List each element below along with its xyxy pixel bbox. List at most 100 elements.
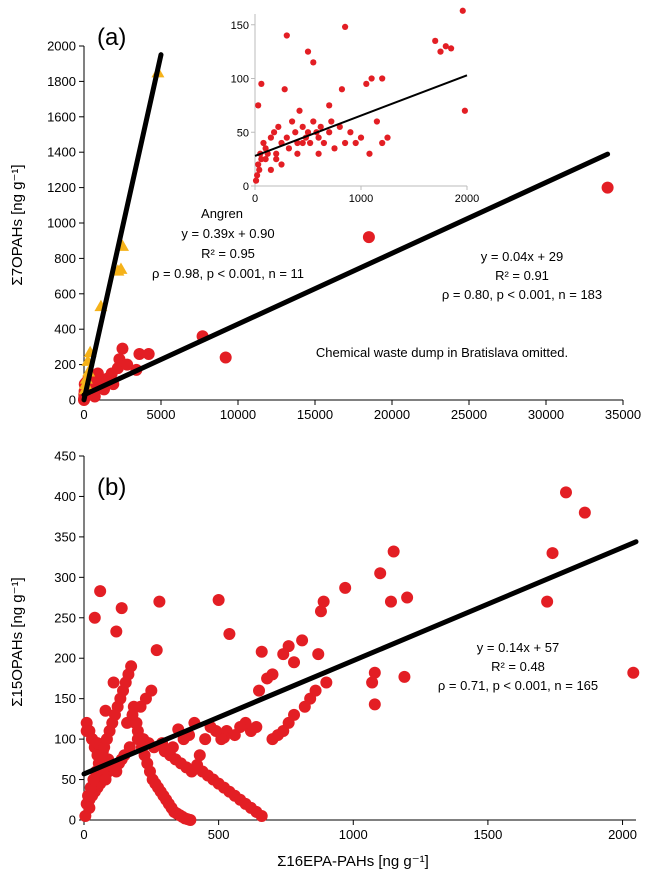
panel-b-x-tick-label: 500 bbox=[208, 827, 230, 842]
panel-b-data-point bbox=[398, 670, 411, 683]
inset-x-tick-label: 1000 bbox=[349, 193, 373, 205]
panel-b-data-point bbox=[317, 595, 330, 608]
inset-data-point bbox=[326, 102, 333, 109]
panel-b-data-point bbox=[212, 593, 225, 606]
inset-data-point bbox=[285, 145, 293, 152]
inset-data-point bbox=[310, 59, 317, 66]
panel-a-data-point bbox=[362, 231, 375, 244]
inset-data-point bbox=[328, 118, 335, 125]
panel-a-data-point bbox=[116, 342, 129, 355]
inset-data-point bbox=[432, 37, 439, 44]
panel-a-x-ticks: 0 5000 10000 15000 20000 25000 30000 35000 bbox=[80, 400, 641, 422]
inset-y-tick-label: 100 bbox=[231, 74, 249, 86]
inset-data-point bbox=[294, 139, 301, 147]
inset-data-point bbox=[270, 129, 278, 136]
panel-b-data-point bbox=[339, 581, 352, 594]
inset-data-point bbox=[310, 118, 317, 125]
inset-trend-line bbox=[254, 74, 468, 157]
panel-b-data-point bbox=[401, 591, 414, 604]
main-annotation-r2: R² = 0.91 bbox=[495, 268, 549, 283]
panel-b-data-point bbox=[261, 672, 274, 685]
panel-b-data-point bbox=[277, 648, 290, 661]
inset-ticks: 0 50 100 150 0 1000 2000 bbox=[231, 20, 480, 205]
inset-data-point bbox=[294, 150, 301, 157]
panel-b-data-point bbox=[255, 809, 268, 822]
panel-b-y-tick-label: 50 bbox=[62, 772, 76, 787]
panel-b-x-tick-label: 1000 bbox=[339, 827, 368, 842]
inset-y-tick-label: 0 bbox=[243, 181, 249, 193]
panel-b-data-point bbox=[193, 749, 206, 762]
inset-data-point bbox=[262, 145, 269, 152]
inset-data-point bbox=[442, 43, 449, 50]
panel-b-data-point bbox=[99, 773, 112, 786]
inset-data-point bbox=[267, 134, 274, 141]
panel-a-y-tick-label: 0 bbox=[69, 393, 76, 408]
panel-b-data-point bbox=[366, 676, 379, 689]
panel-b-x-tick-label: 2000 bbox=[608, 827, 637, 842]
main-trend-line bbox=[81, 151, 611, 398]
panel-b-data-point bbox=[88, 611, 101, 624]
panel-b-data-point bbox=[374, 567, 387, 580]
panel-b-data-point bbox=[153, 595, 166, 608]
panel-a-data-point bbox=[133, 347, 146, 360]
panel-a-y-tick-label: 400 bbox=[54, 322, 76, 337]
panel-a-data-point bbox=[601, 181, 614, 194]
inset-data-point bbox=[315, 150, 322, 157]
panel-b-y-tick-label: 100 bbox=[54, 732, 76, 747]
inset-data-point bbox=[304, 48, 312, 55]
panel-b: (b) 0 50 100 150 200 250 300 350 400 450 0 500 1000… bbox=[9, 449, 640, 870]
inset-data-point bbox=[289, 118, 296, 125]
panel-b-data-point bbox=[288, 656, 301, 669]
panel-a-y-tick-label: 600 bbox=[54, 286, 76, 301]
angren-annotation: Angren y = 0.39x + 0.90 R² = 0.95 ρ = 0.… bbox=[152, 206, 304, 281]
panel-b-data-point bbox=[94, 585, 107, 598]
inset-data-point bbox=[258, 156, 265, 163]
inset-data-point bbox=[260, 139, 267, 147]
panel-a-data-point bbox=[121, 358, 134, 371]
angren-annotation-r2: R² = 0.95 bbox=[201, 246, 255, 261]
inset-data-point bbox=[320, 139, 327, 147]
inset-data-point bbox=[255, 102, 262, 109]
panel-b-data-point bbox=[127, 700, 140, 713]
inset-data-point bbox=[437, 48, 444, 55]
panel-b-data-point bbox=[150, 644, 163, 657]
panel-b-data-point bbox=[559, 486, 572, 499]
panel-b-y-tick-label: 450 bbox=[54, 449, 76, 464]
panel-b-y-tick-label: 150 bbox=[54, 691, 76, 706]
inset-data-point bbox=[347, 129, 354, 136]
panel-a-y-tick-label: 1200 bbox=[47, 180, 76, 195]
inset-data-point bbox=[273, 156, 280, 163]
inset-data-point bbox=[307, 139, 314, 147]
panel-b-data-point bbox=[115, 602, 128, 615]
panel-b-y-tick-label: 250 bbox=[54, 610, 76, 625]
angren-trend-line bbox=[81, 52, 164, 403]
main-annotation-stats: ρ = 0.80, p < 0.001, n = 183 bbox=[442, 287, 602, 302]
panel-b-data-point bbox=[83, 801, 96, 814]
panel-a-x-tick-label: 35000 bbox=[605, 407, 641, 422]
main-annotation: y = 0.04x + 29 R² = 0.91 ρ = 0.80, p < 0… bbox=[442, 249, 602, 302]
main-annotation-equation: y = 0.04x + 29 bbox=[481, 249, 563, 264]
inset-x-tick-label: 2000 bbox=[455, 193, 479, 205]
panel-b-data-point bbox=[255, 645, 268, 658]
panel-b-data-point bbox=[546, 547, 559, 560]
panel-b-annotation-stats: ρ = 0.71, p < 0.001, n = 165 bbox=[438, 678, 598, 693]
panel-b-data-point bbox=[368, 666, 381, 679]
panel-a-y-axis-label: Σ7OPAHs [ng g⁻¹] bbox=[9, 164, 26, 285]
panel-b-data-point bbox=[130, 716, 143, 729]
panel-b-data-point bbox=[223, 627, 236, 640]
inset-data-point bbox=[317, 123, 324, 130]
panel-b-y-tick-label: 350 bbox=[54, 529, 76, 544]
panel-b-data-point bbox=[199, 733, 212, 746]
panel-b-axes bbox=[83, 456, 636, 821]
inset-data-point bbox=[384, 134, 391, 141]
panel-b-data-point bbox=[177, 733, 190, 746]
inset-fit-line bbox=[254, 74, 468, 157]
panel-b-data-point bbox=[107, 676, 120, 689]
panel-b-y-tick-label: 400 bbox=[54, 489, 76, 504]
panel-b-data-point bbox=[320, 676, 333, 689]
inset-data-point bbox=[379, 139, 386, 147]
panel-b-annotation-r2: R² = 0.48 bbox=[491, 659, 545, 674]
inset-data-point bbox=[267, 166, 274, 173]
panel-a-x-tick-label: 15000 bbox=[297, 407, 333, 422]
inset-data-point bbox=[315, 134, 322, 141]
